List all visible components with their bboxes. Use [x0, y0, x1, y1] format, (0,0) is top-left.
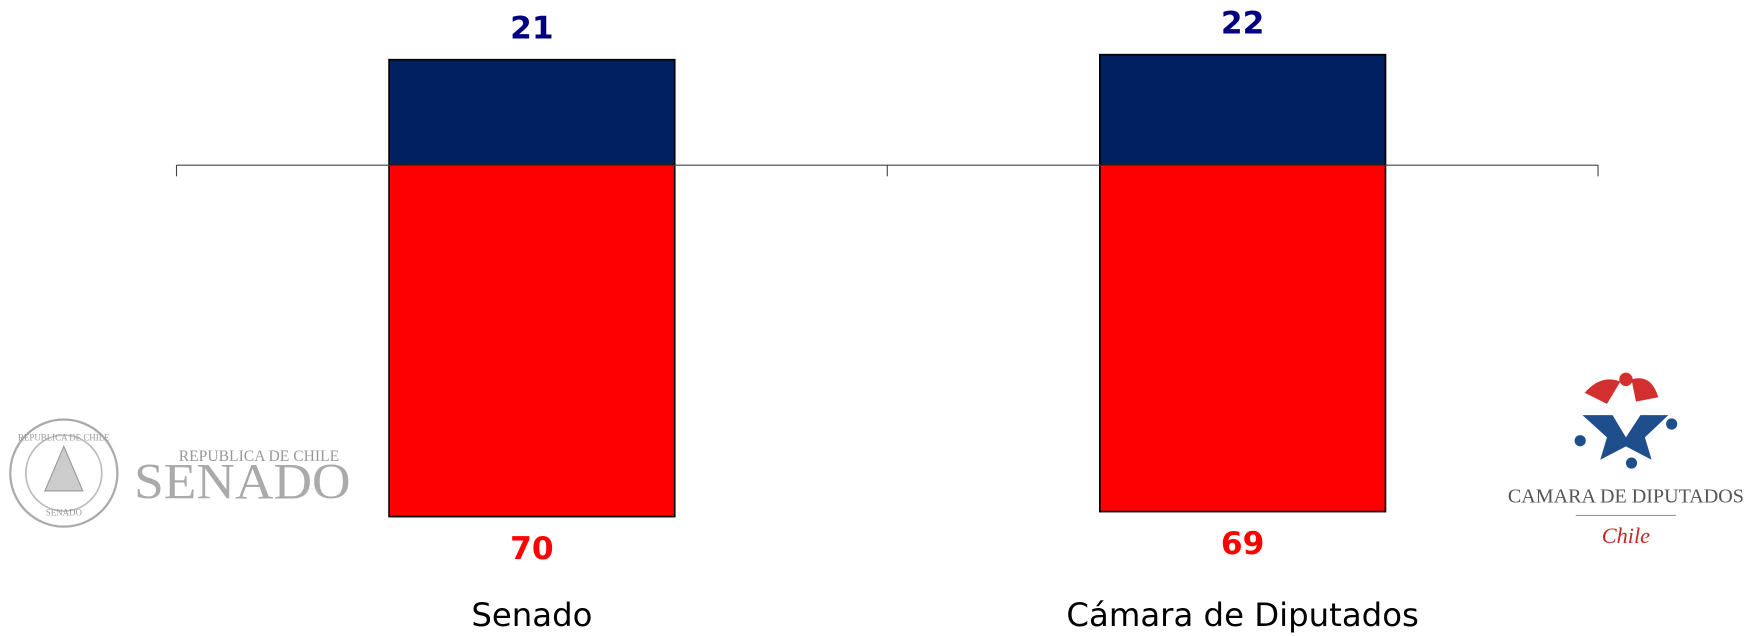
logo-star	[1582, 415, 1669, 460]
camara-logo: CAMARA DE DIPUTADOS Chile	[1508, 372, 1744, 548]
seal	[9, 418, 119, 528]
camara-country: Chile	[1602, 523, 1650, 548]
logo-dot	[1574, 435, 1586, 447]
senado-top: REPUBLICA DE CHILE	[179, 448, 339, 465]
value-label: 21	[510, 11, 553, 47]
value-label: 22	[1221, 6, 1264, 42]
logo-shape	[1584, 379, 1621, 404]
bar	[1098, 164, 1387, 513]
value-label: 70	[510, 531, 553, 567]
bar	[1098, 53, 1387, 166]
logo-dot	[1666, 418, 1678, 430]
logo-shape	[1631, 378, 1659, 402]
camara-name: CAMARA DE DIPUTADOS	[1508, 485, 1744, 507]
x-tick-label: Cámara de Diputados	[1066, 596, 1418, 634]
seal-inner	[25, 434, 103, 512]
seal-text: REPUBLICA DE CHILE	[18, 433, 110, 443]
logo-dot	[1619, 372, 1633, 387]
x-tick-label: Senado	[471, 596, 592, 634]
seal-text: SENADO	[46, 507, 83, 517]
senado-name: SENADO	[134, 453, 350, 510]
seal-emblem	[44, 444, 84, 492]
senado-logo: REPUBLICA DE CHILE SENADO REPUBLICA DE C…	[9, 418, 351, 528]
value-label: 69	[1221, 526, 1264, 562]
bar	[388, 164, 676, 518]
logo-dot	[1625, 457, 1638, 469]
bar	[388, 58, 676, 166]
